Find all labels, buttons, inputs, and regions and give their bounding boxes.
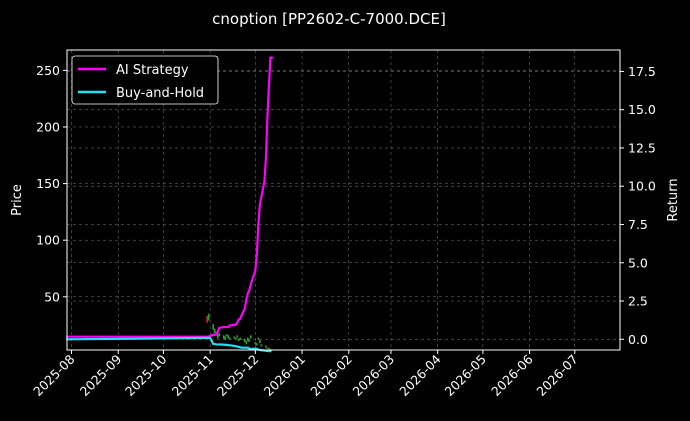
y2-tick-label: 10.0 (628, 179, 656, 194)
y-axis-left: 50 100 150 200 250 (36, 63, 67, 304)
y-tick-label: 250 (36, 63, 60, 78)
candle (213, 328, 216, 334)
y2-tick-label: 0.0 (628, 332, 648, 347)
candle (260, 344, 263, 347)
candle (234, 337, 237, 340)
candles (206, 313, 272, 350)
candle (268, 347, 270, 349)
candle (247, 337, 249, 341)
candle (224, 336, 227, 340)
candle (212, 323, 214, 330)
candle (254, 342, 257, 345)
y2-tick-label: 12.5 (628, 140, 656, 155)
y-tick-label: 200 (36, 119, 60, 134)
series-line-ai-strategy (65, 56, 274, 338)
candle (225, 334, 228, 337)
y2-tick-label: 15.0 (628, 102, 656, 117)
candle (207, 313, 210, 321)
candle (256, 343, 258, 346)
candle (250, 335, 252, 339)
series-lines (65, 56, 274, 353)
legend-label-buy-and-hold: Buy-and-Hold (116, 86, 204, 101)
candle (266, 347, 269, 349)
y-axis-right: 0.0 2.5 5.0 7.5 10.0 12.5 15.0 17.5 (620, 64, 656, 347)
series-line-buy-and-hold (65, 336, 272, 353)
candle (257, 337, 260, 340)
y-tick-label: 100 (36, 233, 60, 248)
candle (233, 336, 236, 339)
y-tick-label: 50 (44, 289, 60, 304)
candle (265, 345, 267, 348)
y2-axis-title: Return (666, 178, 681, 221)
candle (222, 335, 225, 339)
y-tick-label: 150 (36, 176, 60, 191)
candle (269, 348, 272, 350)
candle (248, 339, 251, 343)
candle (206, 316, 208, 323)
y2-tick-label: 17.5 (628, 64, 656, 79)
y-axis-title: Price (10, 184, 25, 216)
candle (216, 334, 219, 339)
legend-box (71, 55, 219, 105)
candle (244, 338, 246, 343)
legend: AI Strategy Buy-and-Hold (71, 55, 219, 105)
candle (236, 335, 239, 338)
plot-frame (66, 49, 621, 351)
y2-tick-label: 5.0 (628, 255, 648, 270)
chart-title: cnoption [PP2602-C-7000.DCE] (212, 10, 446, 28)
candle (259, 339, 261, 344)
y2-tick-label: 2.5 (628, 294, 648, 309)
candle (218, 333, 220, 337)
legend-label-ai-strategy: AI Strategy (116, 63, 189, 78)
candle (239, 337, 242, 340)
candle (227, 335, 230, 339)
candle (228, 337, 231, 340)
candle (245, 340, 248, 345)
y2-tick-label: 7.5 (628, 217, 648, 232)
candle (237, 338, 240, 341)
